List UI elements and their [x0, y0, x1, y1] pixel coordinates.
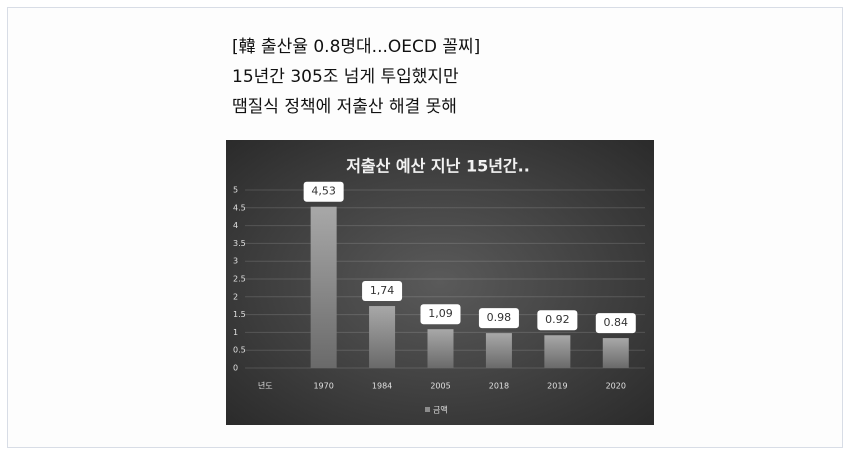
y-tick-label: 2.5 — [233, 275, 246, 284]
value-label-box — [478, 308, 519, 329]
headline-line: 땜질식 정책에 저출산 해결 못해 — [232, 97, 457, 117]
y-tick-label: 1 — [233, 328, 238, 337]
value-label-box — [537, 310, 578, 331]
y-tick-label: 2 — [233, 292, 238, 301]
x-tick-label: 년도 — [258, 381, 273, 391]
x-tick-label: 2020 — [606, 382, 626, 391]
y-tick-label: 4.5 — [233, 203, 246, 212]
bar — [544, 335, 571, 368]
value-label-box — [420, 304, 461, 325]
bar — [427, 329, 454, 368]
bar — [602, 338, 629, 368]
value-label: 1,09 — [428, 307, 453, 320]
y-tick-label: 3.5 — [233, 239, 246, 248]
y-tick-label: 5 — [233, 186, 238, 195]
y-tick-label: 0.5 — [233, 346, 246, 355]
x-tick-label: 2005 — [430, 382, 450, 391]
value-label: 0.84 — [604, 316, 629, 329]
value-label-box — [303, 181, 344, 202]
legend-swatch — [425, 407, 430, 412]
y-tick-label: 3 — [233, 257, 238, 266]
value-label-box — [595, 313, 636, 334]
x-tick-label: 2019 — [547, 382, 567, 391]
y-tick-label: 4 — [233, 221, 238, 230]
chart-title: 저출산 예산 지난 15년간.. — [346, 157, 530, 176]
bar — [369, 306, 396, 368]
y-tick-label: 0 — [233, 364, 238, 373]
value-label: 0.92 — [545, 313, 570, 326]
x-tick-label: 1984 — [372, 382, 392, 391]
value-label: 0.98 — [487, 311, 512, 324]
headline-line: 15년간 305조 넘게 투입했지만 — [232, 67, 459, 87]
value-label: 1,74 — [370, 284, 395, 297]
legend-label: 금액 — [433, 405, 448, 415]
value-label: 4,53 — [311, 185, 336, 198]
value-label-box — [362, 281, 403, 302]
x-tick-label: 1970 — [313, 382, 333, 391]
chart-area — [226, 140, 654, 425]
headline-line: [韓 출산율 0.8명대...OECD 꼴찌] — [232, 37, 480, 57]
bar — [485, 333, 512, 368]
bar — [310, 206, 337, 368]
y-tick-label: 1.5 — [233, 310, 246, 319]
x-tick-label: 2018 — [489, 382, 509, 391]
